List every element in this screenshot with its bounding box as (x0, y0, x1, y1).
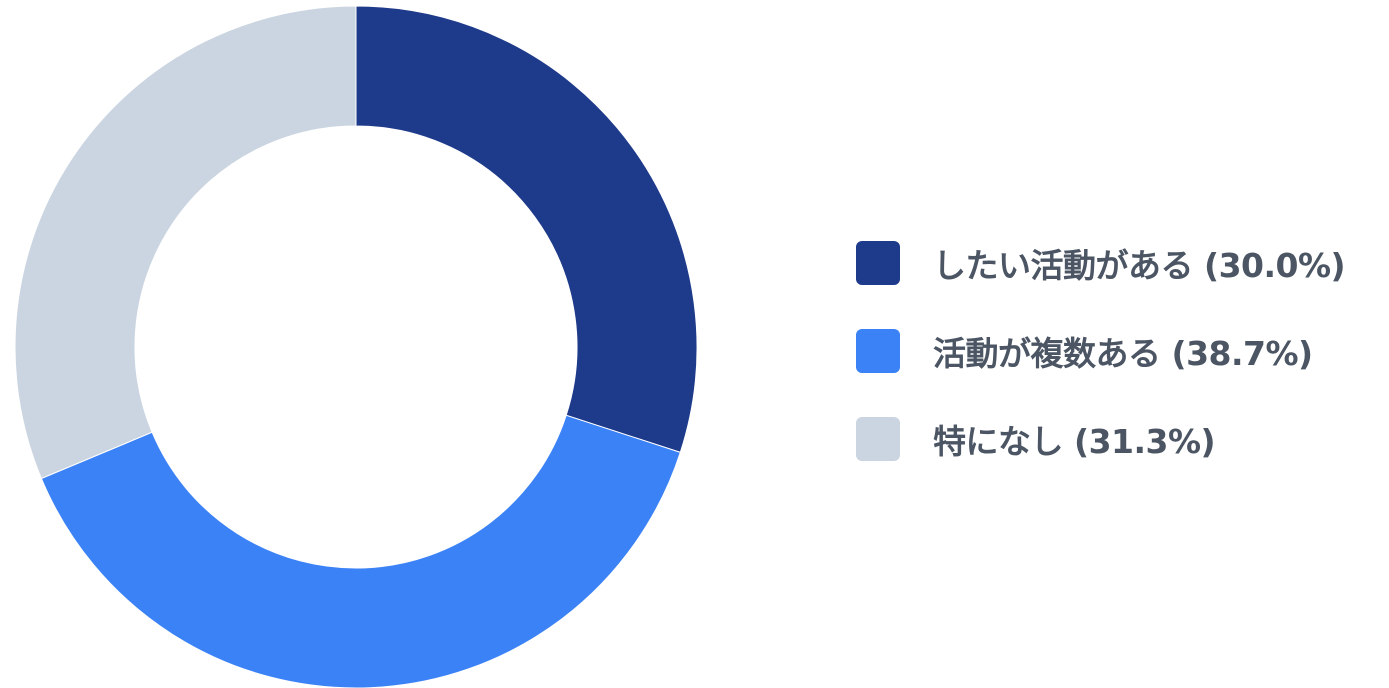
donut-slice-none[interactable] (14, 5, 357, 480)
legend-item-want-activity[interactable]: したい活動がある (30.0%) (856, 240, 1346, 286)
legend-swatch-none (856, 417, 900, 461)
legend-label-none: 特になし (31.3%) (933, 422, 1216, 461)
donut-slice-want-activity[interactable] (355, 5, 698, 454)
chart-legend: したい活動がある (30.0%) 活動が複数ある (38.7%) 特になし (3… (856, 240, 1346, 462)
legend-swatch-want-activity (856, 241, 900, 285)
legend-item-none[interactable]: 特になし (31.3%) (856, 416, 1345, 462)
legend-item-multiple-activities[interactable]: 活動が複数ある (38.7%) (856, 328, 1345, 374)
legend-label-multiple-activities: 活動が複数ある (38.7%) (933, 334, 1313, 373)
legend-label-want-activity: したい活動がある (30.0%) (933, 246, 1346, 285)
legend-swatch-multiple-activities (856, 329, 900, 373)
donut-slice-multiple-activities[interactable] (40, 414, 681, 688)
